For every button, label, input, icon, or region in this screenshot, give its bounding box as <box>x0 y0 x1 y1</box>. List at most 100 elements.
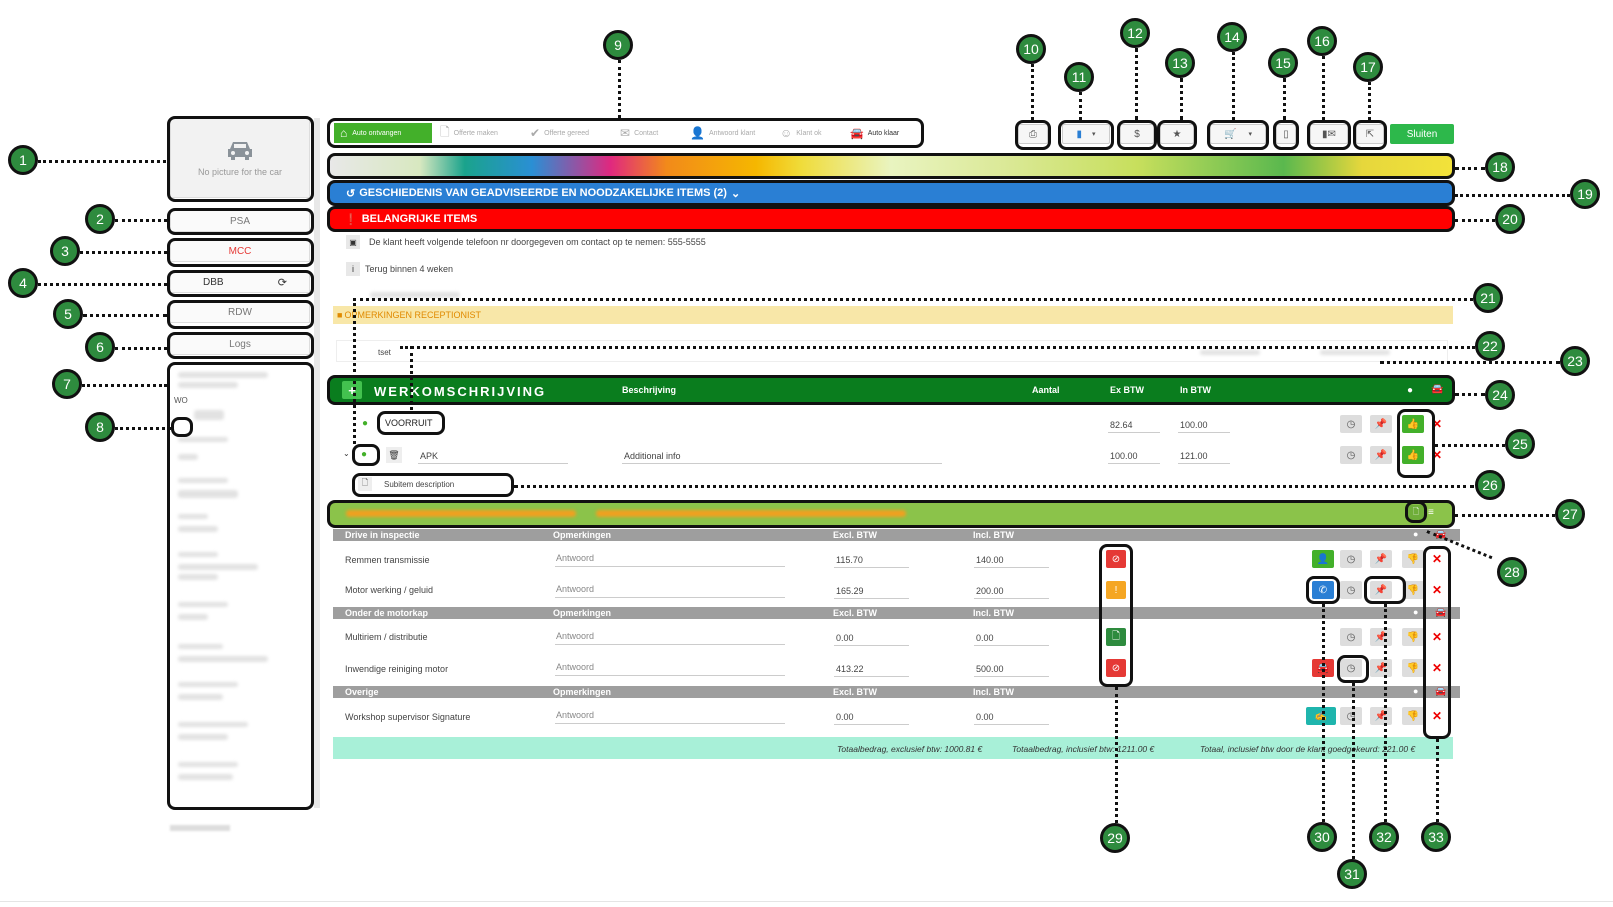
tablet-button[interactable]: ▯ <box>1276 124 1296 144</box>
cart-dropdown-button[interactable]: 🛒 ▾ <box>1210 124 1266 144</box>
status-orange-button[interactable]: ! <box>1106 581 1126 599</box>
delete-button[interactable]: ✕ <box>1426 581 1448 599</box>
important-section-header[interactable]: ❗ BELANGRIJKE ITEMS <box>330 209 1452 229</box>
workflow-step[interactable]: ☺ Klant ok <box>780 123 822 143</box>
print-button[interactable]: ⎙ <box>1018 124 1048 144</box>
check-item-remark[interactable]: Antwoord <box>556 631 595 641</box>
check-item-in[interactable]: 0.00 <box>976 633 994 643</box>
work-item-info[interactable]: Additional info <box>624 451 681 461</box>
clock-button[interactable]: ◷ <box>1340 446 1362 464</box>
status-red-button[interactable]: ⊘ <box>1106 659 1126 677</box>
disapprove-button[interactable]: 👎 <box>1402 659 1424 677</box>
check-item-ex[interactable]: 0.00 <box>836 712 854 722</box>
check-item-remark[interactable]: Antwoord <box>556 662 595 672</box>
phone-icon: ✆ <box>1318 584 1328 596</box>
approve-button[interactable]: 👍 <box>1402 446 1424 464</box>
status-green-button[interactable]: 🗋 <box>1106 628 1126 646</box>
eye-icon[interactable]: ● <box>362 418 369 429</box>
add-work-button[interactable]: + <box>342 381 362 399</box>
callout-badge: 22 <box>1475 331 1505 361</box>
check-item-remark[interactable]: Antwoord <box>556 553 595 563</box>
work-item-name[interactable]: VOORRUIT <box>385 418 433 428</box>
doc-mail-button[interactable]: ▮✉ <box>1310 124 1348 144</box>
car-picture[interactable]: No picture for the car <box>170 118 310 198</box>
pin-icon: 📌 <box>1374 662 1388 674</box>
work-item-ex[interactable]: 82.64 <box>1110 420 1133 430</box>
status-red-button[interactable]: ⊘ <box>1106 550 1126 568</box>
pin-button[interactable]: 📌 <box>1370 581 1392 599</box>
thumbs-down-icon: 👎 <box>1406 662 1420 674</box>
column-header: Ex BTW <box>1110 385 1145 395</box>
check-item-remark[interactable]: Antwoord <box>556 710 595 720</box>
external-link-button[interactable]: ⇱ <box>1356 124 1384 144</box>
price-button[interactable]: $ <box>1120 124 1154 144</box>
delete-button[interactable]: ✕ <box>1426 707 1448 725</box>
check-item-ex[interactable]: 115.70 <box>836 555 863 565</box>
work-item-in[interactable]: 100.00 <box>1180 420 1208 430</box>
disapprove-button[interactable]: 👎 <box>1402 628 1424 646</box>
close-button[interactable]: Sluiten <box>1390 124 1454 144</box>
clock-button[interactable]: ◷ <box>1340 581 1362 599</box>
sidebar-scrollbar[interactable] <box>314 118 320 808</box>
pin-button[interactable]: 📌 <box>1370 446 1392 464</box>
call-button[interactable]: ✆ <box>1312 581 1334 599</box>
check-item-in[interactable]: 200.00 <box>976 586 1004 596</box>
clock-button[interactable]: ◷ <box>1340 659 1362 677</box>
thumbs-down-icon: 👎 <box>1406 584 1420 596</box>
work-item-name[interactable]: APK <box>420 451 439 461</box>
workflow-step[interactable]: ✉ Contact <box>620 123 658 143</box>
clock-button[interactable]: ◷ <box>1340 550 1362 568</box>
delete-button[interactable]: ✕ <box>1426 659 1448 677</box>
check-item-remark[interactable]: Antwoord <box>556 584 595 594</box>
history-section-header[interactable]: ↺ GESCHIEDENIS VAN GEADVISEERDE EN NOODZ… <box>330 183 1452 203</box>
highlight-box <box>167 270 314 297</box>
clock-button[interactable]: ◷ <box>1340 415 1362 433</box>
check-item-ex[interactable]: 0.00 <box>836 633 854 643</box>
document-dropdown-button[interactable]: ▮ ▾ <box>1062 124 1110 144</box>
disapprove-button[interactable]: 👎 <box>1402 550 1424 568</box>
callout-number: 8 <box>96 419 104 435</box>
pin-button[interactable]: 📌 <box>1370 415 1392 433</box>
pin-button[interactable]: 📌 <box>1370 707 1392 725</box>
workflow-step-active[interactable]: ⌂ Auto ontvangen <box>334 123 432 143</box>
chevron-down-icon[interactable]: ⌄ <box>343 449 350 458</box>
assign-user-button[interactable]: 👤 <box>1312 550 1334 568</box>
highlight-box <box>1058 120 1114 150</box>
favorite-button[interactable]: ★ <box>1160 124 1194 144</box>
trash-button[interactable]: 🗑 <box>386 447 402 463</box>
delete-button[interactable]: ✕ <box>1426 550 1448 568</box>
clock-button[interactable]: ◷ <box>1340 628 1362 646</box>
clock-button[interactable]: ◷ <box>1340 707 1362 725</box>
check-item-in[interactable]: 0.00 <box>976 712 994 722</box>
check-item-in[interactable]: 140.00 <box>976 555 1004 565</box>
workflow-step[interactable]: ✔ Offerte gereed <box>530 123 589 143</box>
delete-button[interactable]: ✕ <box>1426 446 1448 464</box>
delete-button[interactable]: ✕ <box>1426 415 1448 433</box>
eye-icon[interactable]: ● <box>361 449 368 460</box>
workflow-step[interactable]: 🗋 Offerte maken <box>440 123 498 143</box>
disapprove-button[interactable]: 👎 <box>1402 581 1424 599</box>
receptionist-section-header[interactable]: ■ OPMERKINGEN RECEPTIONIST <box>333 306 1453 324</box>
approve-button[interactable]: 👍 <box>1402 415 1424 433</box>
document-icon: 🗋 <box>1111 630 1121 642</box>
check-item-ex[interactable]: 165.29 <box>836 586 864 596</box>
highlight-box <box>327 153 1455 179</box>
menu-icon[interactable]: ≡ <box>1428 507 1434 518</box>
pin-button[interactable]: 📌 <box>1370 659 1392 677</box>
delete-button[interactable]: ✕ <box>1426 628 1448 646</box>
signature-button[interactable]: ✍ <box>1306 707 1336 725</box>
sidebar-footer <box>170 825 230 831</box>
pin-button[interactable]: 📌 <box>1370 628 1392 646</box>
work-item-in[interactable]: 121.00 <box>1180 451 1208 461</box>
check-item-in[interactable]: 500.00 <box>976 664 1004 674</box>
subitem-description[interactable]: Subitem description <box>384 480 455 489</box>
disapprove-button[interactable]: 👎 <box>1402 707 1424 725</box>
workflow-step[interactable]: 👤 Antwoord klant <box>690 123 755 143</box>
check-item-ex[interactable]: 413.22 <box>836 664 864 674</box>
work-item-ex[interactable]: 100.00 <box>1110 451 1138 461</box>
workflow-step[interactable]: 🚘 Auto klaar <box>850 123 899 143</box>
pin-button[interactable]: 📌 <box>1370 550 1392 568</box>
refresh-icon[interactable]: ⟳ <box>277 276 287 289</box>
callout-number: 31 <box>1344 866 1360 882</box>
category-title: Overige <box>345 687 379 697</box>
